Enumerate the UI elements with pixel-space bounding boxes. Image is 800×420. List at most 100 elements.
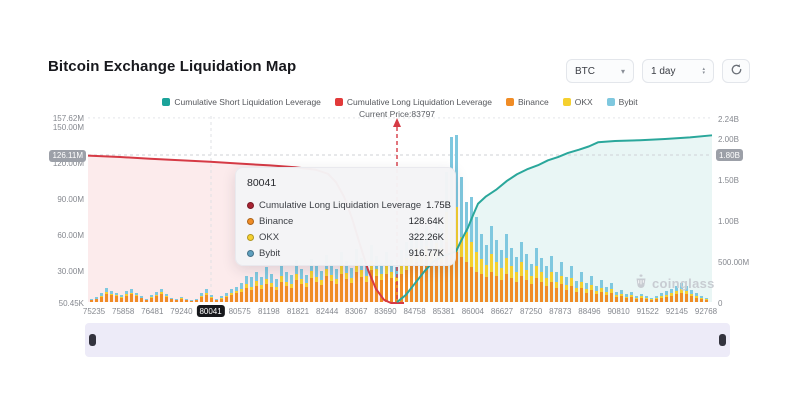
liquidation-bar-segment [220, 296, 223, 298]
liquidation-bar-segment [700, 296, 703, 298]
tooltip-row: OKX 322.26K [247, 229, 444, 245]
legend-label: OKX [574, 97, 593, 107]
liquidation-bar-segment [95, 299, 98, 302]
liquidation-bar-segment [465, 262, 468, 302]
legend-item-3[interactable]: OKX [562, 97, 593, 107]
liquidation-bar-segment [185, 300, 188, 302]
liquidation-bar-segment [255, 281, 258, 286]
liquidation-bar-segment [115, 293, 118, 295]
liquidation-bar-segment [555, 288, 558, 302]
liquidation-bar-segment [475, 217, 478, 252]
liquidation-bar-segment [330, 275, 333, 281]
liquidation-bar-segment [655, 299, 658, 302]
liquidation-bar-segment [380, 274, 383, 280]
liquidation-bar-segment [95, 297, 98, 299]
brush-handle-right[interactable] [719, 334, 726, 346]
liquidation-bar-segment [345, 261, 348, 273]
liquidation-bar-segment [135, 296, 138, 302]
liquidation-bar-segment [265, 267, 268, 279]
liquidation-bar-segment [320, 271, 323, 280]
series-dot-icon [247, 249, 254, 257]
x-axis-tick: 87250 [520, 307, 543, 316]
brush-handle-left[interactable] [89, 334, 96, 346]
x-axis-tick: 81198 [258, 307, 280, 316]
x-axis-tick: 86004 [461, 307, 484, 316]
liquidation-bar-segment [285, 272, 288, 282]
liquidation-bar-segment [600, 280, 603, 288]
x-axis-tick: 84758 [403, 307, 426, 316]
liquidation-bar-segment [630, 297, 633, 302]
liquidation-bar-segment [175, 300, 178, 302]
liquidation-bar-segment [575, 292, 578, 302]
liquidation-bar-segment [565, 290, 568, 302]
liquidation-bar-segment [305, 283, 308, 287]
liquidation-bar-segment [545, 278, 548, 286]
liquidation-bar-segment [470, 267, 473, 302]
left-axis-tick: 50.45K [58, 299, 84, 308]
liquidation-bar-segment [495, 240, 498, 262]
liquidation-bar-segment [295, 280, 298, 302]
liquidation-bar-segment [530, 264, 533, 276]
zoom-brush-track[interactable] [85, 323, 730, 357]
period-select[interactable]: 1 day ▴ ▾ [642, 59, 714, 83]
liquidation-bar-segment [680, 283, 683, 289]
legend-item-1[interactable]: Cumulative Long Liquidation Leverage [334, 97, 492, 107]
liquidation-bar-segment [615, 292, 618, 295]
liquidation-bar-segment [540, 272, 543, 282]
liquidation-bar-segment [275, 287, 278, 290]
liquidation-bar-segment [660, 296, 663, 298]
legend-item-2[interactable]: Binance [505, 97, 549, 107]
liquidation-bar-segment [595, 294, 598, 302]
x-axis-tick: 81821 [286, 307, 310, 316]
liquidation-bar-segment [450, 247, 453, 302]
refresh-button[interactable] [722, 59, 750, 83]
liquidation-bar-segment [120, 295, 123, 297]
liquidation-bar-segment [660, 293, 663, 296]
liquidation-bar-segment [395, 267, 398, 277]
liquidation-bar-segment [130, 289, 133, 293]
liquidation-bar-segment [650, 300, 653, 302]
liquidation-bar-segment [125, 291, 128, 294]
liquidation-bar-segment [700, 299, 703, 302]
liquidation-bar-segment [690, 290, 693, 294]
liquidation-bar-segment [455, 207, 458, 252]
liquidation-bar-segment [530, 276, 533, 284]
liquidation-bar-segment [515, 257, 518, 272]
liquidation-bar-segment [330, 264, 333, 275]
legend-item-0[interactable]: Cumulative Short Liquidation Leverage [162, 97, 321, 107]
liquidation-bar-segment [580, 288, 583, 302]
liquidation-bar-segment [585, 293, 588, 302]
liquidation-bar-segment [535, 278, 538, 302]
liquidation-bar-segment [490, 254, 493, 272]
liquidation-bar-segment [670, 289, 673, 293]
liquidation-bar-segment [235, 293, 238, 302]
x-axis-tick: 91522 [636, 307, 659, 316]
liquidation-bar-segment [615, 297, 618, 302]
liquidation-bar-segment [475, 252, 478, 272]
liquidation-bar-segment [385, 274, 388, 302]
liquidation-bar-segment [260, 285, 263, 289]
liquidation-bar-segment [135, 293, 138, 295]
legend-item-4[interactable]: Bybit [606, 97, 638, 107]
liquidation-bar-segment [485, 265, 488, 277]
liquidation-bar-segment [610, 289, 613, 293]
current-price-arrow-icon [393, 118, 401, 127]
liquidation-bar-segment [675, 286, 678, 291]
liquidation-bar-segment [620, 296, 623, 302]
liquidation-bar-segment [255, 272, 258, 281]
liquidation-bar-segment [300, 279, 303, 284]
left-axis-tick: 157.62M [52, 113, 84, 123]
legend-label: Bybit [618, 97, 638, 107]
liquidation-bar-segment [205, 295, 208, 302]
liquidation-bar-segment [600, 292, 603, 302]
liquidation-bar-segment [170, 298, 173, 299]
symbol-select[interactable]: BTC ▾ [566, 59, 634, 83]
liquidation-bar-segment [205, 293, 208, 295]
tooltip-row: Cumulative Long Liquidation Leverage 1.75… [247, 197, 451, 213]
liquidation-bar-segment [210, 298, 213, 302]
liquidation-bar-segment [165, 294, 168, 296]
liquidation-bar-segment [135, 295, 138, 296]
liquidation-bar-segment [465, 202, 468, 232]
liquidation-bar-segment [465, 232, 468, 262]
liquidation-bar-segment [635, 298, 638, 299]
